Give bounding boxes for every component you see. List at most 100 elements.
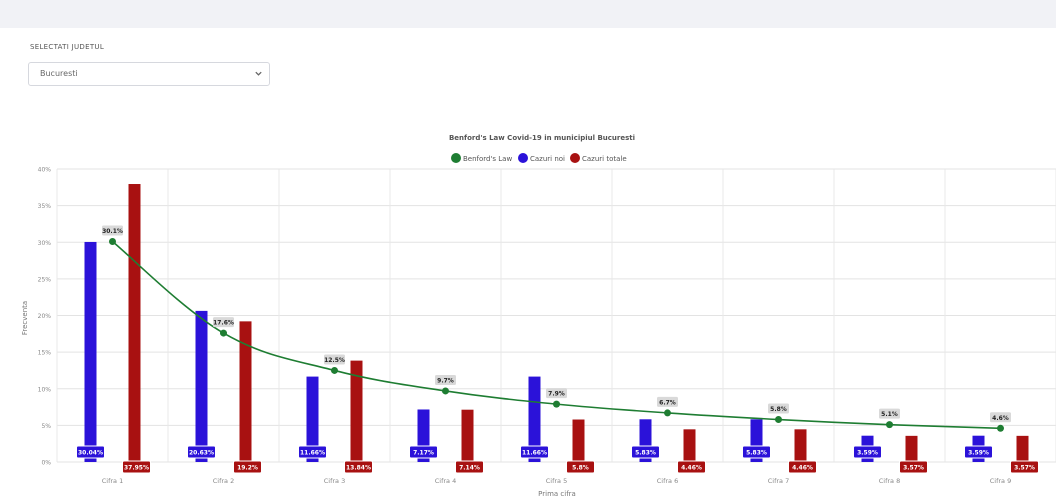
data-label-box-benford xyxy=(324,354,345,365)
data-label-benford: 9.7% xyxy=(437,377,454,384)
data-label-box-cazuri-noi xyxy=(853,445,882,459)
data-label-box-benford xyxy=(990,412,1011,423)
data-label-cazuri-noi: 3.59% xyxy=(857,450,878,457)
data-label-box-cazuri-noi xyxy=(520,445,549,459)
data-label-box-benford xyxy=(546,388,567,399)
legend-item-cazuri-noi[interactable]: Cazuri noi xyxy=(518,153,565,163)
bar-cazuri-totale[interactable] xyxy=(461,409,474,462)
x-tick-label: Cifra 9 xyxy=(990,477,1012,485)
data-label-box-cazuri-noi xyxy=(964,445,993,459)
data-label-box-benford xyxy=(879,408,900,419)
data-label-benford: 6.7% xyxy=(659,399,676,406)
data-label-benford: 17.6% xyxy=(213,320,234,327)
data-label-benford: 30.1% xyxy=(102,228,123,235)
chart-legend: Benford's Law Cazuri noi Cazuri totale xyxy=(451,153,627,163)
x-tick-label: Cifra 8 xyxy=(879,477,901,485)
data-label-box-cazuri-totale xyxy=(233,460,262,474)
y-axis-label: Frecventa xyxy=(21,301,29,335)
data-label-box-benford xyxy=(768,403,789,414)
bar-cazuri-totale[interactable] xyxy=(128,184,141,463)
data-label-cazuri-totale: 37.95% xyxy=(124,465,149,472)
y-tick-label: 40% xyxy=(38,167,52,174)
bar-cazuri-noi[interactable] xyxy=(306,376,319,462)
data-label-benford: 4.6% xyxy=(992,415,1009,422)
y-tick-label: 15% xyxy=(38,350,52,357)
data-label-benford: 7.9% xyxy=(548,391,565,398)
data-label-box-benford xyxy=(657,396,678,407)
data-label-box-cazuri-totale xyxy=(1010,460,1039,474)
x-tick-label: Cifra 5 xyxy=(546,477,568,485)
benford-point[interactable] xyxy=(109,238,116,246)
data-label-box-cazuri-totale xyxy=(566,460,595,474)
data-label-box-cazuri-noi xyxy=(187,445,216,459)
benford-point[interactable] xyxy=(997,424,1004,432)
data-label-box-cazuri-noi xyxy=(631,445,660,459)
data-label-box-benford xyxy=(213,317,234,328)
x-tick-label: Cifra 7 xyxy=(768,477,790,485)
data-label-box-cazuri-noi xyxy=(409,445,438,459)
y-tick-label: 5% xyxy=(41,423,51,430)
data-label-box-cazuri-totale xyxy=(899,460,928,474)
benford-point[interactable] xyxy=(775,416,782,424)
legend-label-cazuri-totale: Cazuri totale xyxy=(582,155,627,163)
county-select[interactable]: Bucuresti xyxy=(28,62,270,86)
data-label-cazuri-totale: 5.8% xyxy=(572,465,589,472)
benford-point[interactable] xyxy=(553,400,560,408)
bar-cazuri-totale[interactable] xyxy=(794,429,807,462)
data-label-box-cazuri-noi xyxy=(76,445,105,459)
data-label-cazuri-noi: 30.04% xyxy=(78,450,103,457)
chevron-down-icon xyxy=(255,71,262,76)
bar-cazuri-noi[interactable] xyxy=(84,241,97,462)
benford-point[interactable] xyxy=(664,409,671,417)
benford-point[interactable] xyxy=(331,366,338,374)
data-label-cazuri-totale: 7.14% xyxy=(459,465,480,472)
data-label-benford: 5.1% xyxy=(881,411,898,418)
data-label-box-cazuri-totale xyxy=(677,460,706,474)
legend-label-cazuri-noi: Cazuri noi xyxy=(530,155,565,163)
y-tick-label: 25% xyxy=(38,276,52,283)
y-tick-label: 30% xyxy=(38,240,52,247)
legend-item-cazuri-totale[interactable]: Cazuri totale xyxy=(570,153,627,163)
data-label-cazuri-totale: 19.2% xyxy=(237,465,258,472)
bar-cazuri-totale[interactable] xyxy=(683,429,696,462)
x-tick-label: Cifra 2 xyxy=(213,477,235,485)
legend-item-benford[interactable]: Benford's Law xyxy=(451,153,512,163)
y-tick-label: 35% xyxy=(38,203,52,210)
data-label-cazuri-totale: 13.84% xyxy=(346,465,371,472)
x-tick-label: Cifra 3 xyxy=(324,477,346,485)
benford-point[interactable] xyxy=(442,387,449,395)
data-label-cazuri-noi: 11.66% xyxy=(522,450,547,457)
bar-cazuri-totale[interactable] xyxy=(572,419,585,462)
data-label-box-cazuri-totale xyxy=(344,460,373,474)
data-label-box-cazuri-totale xyxy=(788,460,817,474)
data-label-cazuri-noi: 5.83% xyxy=(746,450,767,457)
bar-cazuri-noi[interactable] xyxy=(195,310,208,462)
data-label-cazuri-noi: 7.17% xyxy=(413,450,434,457)
data-label-cazuri-totale: 3.57% xyxy=(903,465,924,472)
data-label-cazuri-noi: 11.66% xyxy=(300,450,325,457)
bar-cazuri-totale[interactable] xyxy=(350,360,363,462)
data-label-cazuri-totale: 4.46% xyxy=(792,465,813,472)
data-label-box-benford xyxy=(102,225,123,236)
data-label-benford: 12.5% xyxy=(324,357,345,364)
chart-title: Benford's Law Covid-19 in municipiul Buc… xyxy=(449,134,635,142)
benford-point[interactable] xyxy=(220,329,227,337)
y-tick-label: 0% xyxy=(41,460,51,467)
bar-cazuri-totale[interactable] xyxy=(239,321,252,462)
county-select-label: SELECTATI JUDETUL xyxy=(30,43,105,51)
data-label-cazuri-noi: 20.63% xyxy=(189,450,214,457)
bar-cazuri-totale[interactable] xyxy=(905,435,918,462)
bar-cazuri-totale[interactable] xyxy=(1016,435,1029,462)
y-tick-label: 20% xyxy=(38,313,52,320)
data-label-cazuri-noi: 3.59% xyxy=(968,450,989,457)
legend-label-benford: Benford's Law xyxy=(463,155,512,163)
benford-point[interactable] xyxy=(886,421,893,429)
y-tick-label: 10% xyxy=(38,386,52,393)
bar-cazuri-noi[interactable] xyxy=(528,376,541,462)
data-label-cazuri-totale: 3.57% xyxy=(1014,465,1035,472)
x-axis-label: Prima cifra xyxy=(538,490,576,498)
data-label-cazuri-totale: 4.46% xyxy=(681,465,702,472)
data-label-box-cazuri-totale xyxy=(122,460,151,474)
x-tick-label: Cifra 6 xyxy=(657,477,679,485)
